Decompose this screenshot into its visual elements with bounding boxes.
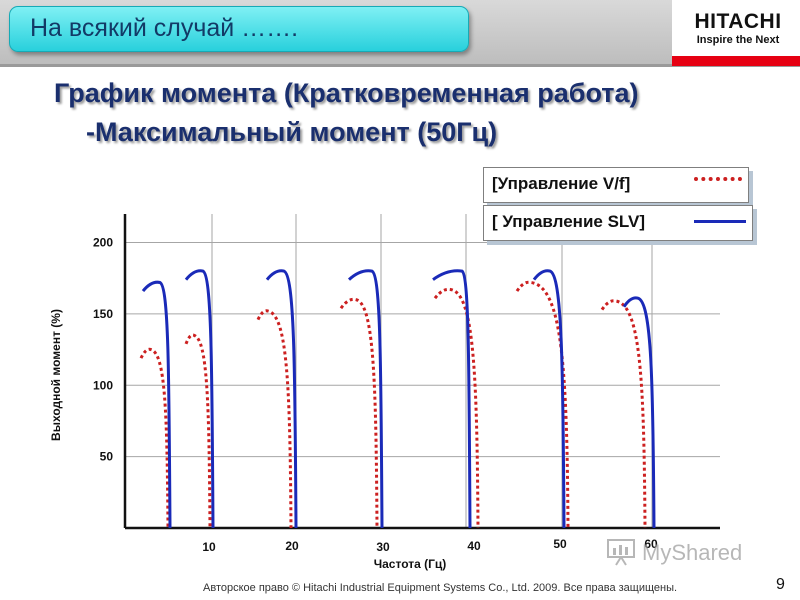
vf-curve <box>139 347 170 529</box>
watermark: MyShared <box>606 536 766 572</box>
vf-curve <box>515 280 570 529</box>
slv-curve <box>622 296 656 529</box>
x-tick-label: 50 <box>553 537 567 551</box>
page-title: График момента (Кратковременная работа) <box>54 78 639 108</box>
x-tick-label: 60 <box>644 537 658 551</box>
chart-ticks: 50 100 150 200 10 20 30 40 50 60 <box>93 236 658 554</box>
slv-curve <box>265 269 298 529</box>
vf-curve <box>256 309 293 529</box>
legend-slv-label: [ Управление SLV] <box>492 212 646 231</box>
x-tick-label: 20 <box>285 539 299 553</box>
page-subtitle: -Максимальный момент (50Гц) <box>86 117 498 147</box>
y-tick-label: 100 <box>93 378 113 392</box>
legend-vf-label: [Управление V/f] <box>492 174 631 193</box>
vf-curve <box>433 287 480 529</box>
page-number: 9 <box>776 576 785 593</box>
logo-tagline: Inspire the Next <box>696 34 780 46</box>
y-tick-label: 150 <box>93 307 113 321</box>
x-tick-label: 40 <box>467 539 481 553</box>
watermark-text: MyShared <box>642 540 743 565</box>
logo-brand: HITACHI <box>694 10 782 33</box>
y-tick-label: 200 <box>93 236 113 250</box>
slv-curve <box>141 280 172 529</box>
chart-curves <box>139 269 656 529</box>
presentation-icon <box>607 539 635 566</box>
legend-slv-line <box>694 220 746 223</box>
banner-text: На всякий случай ……. <box>30 14 299 42</box>
slv-curve <box>184 269 215 529</box>
copyright: Авторское право © Hitachi Industrial Equ… <box>203 582 678 594</box>
slv-curve <box>532 269 566 529</box>
y-tick-label: 50 <box>100 450 114 464</box>
legend-vf: [Управление V/f] <box>483 167 749 203</box>
legend-vf-line <box>694 177 742 181</box>
brand-logo: HITACHI Inspire the Next <box>672 0 800 56</box>
logo-stripe <box>672 56 800 66</box>
header-divider <box>0 64 800 67</box>
vf-curve <box>184 333 212 529</box>
x-axis-title: Частота (Гц) <box>374 557 447 571</box>
x-tick-label: 10 <box>202 540 216 554</box>
slv-curve <box>432 269 472 529</box>
chart-axes <box>123 214 720 530</box>
x-tick-label: 30 <box>376 540 390 554</box>
vf-curve <box>339 297 379 529</box>
slv-curve <box>347 269 384 529</box>
y-axis-title: Выходной момент (%) <box>49 309 63 441</box>
vf-curve <box>600 299 647 529</box>
section-banner: На всякий случай ……. <box>9 6 469 52</box>
legend-slv: [ Управление SLV] <box>483 205 753 241</box>
chart-grid <box>125 214 720 528</box>
